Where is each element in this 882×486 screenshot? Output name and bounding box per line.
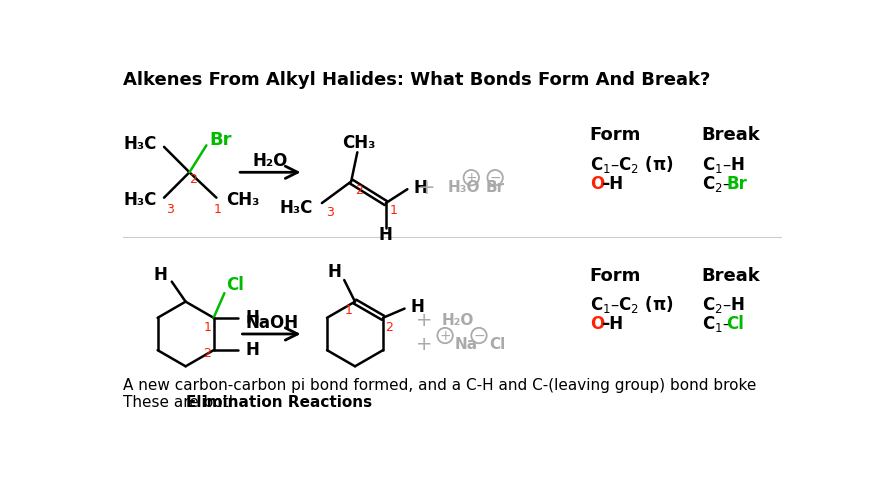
Text: Br: Br bbox=[486, 180, 505, 195]
Text: 3: 3 bbox=[325, 206, 333, 219]
Text: Cl: Cl bbox=[226, 277, 243, 295]
Text: C$_1$–C$_2$ (π): C$_1$–C$_2$ (π) bbox=[590, 294, 673, 315]
Text: C$_1$–: C$_1$– bbox=[701, 314, 731, 334]
Text: 1: 1 bbox=[345, 304, 353, 317]
Text: H: H bbox=[414, 179, 428, 197]
Text: 1: 1 bbox=[204, 321, 212, 333]
Text: NaOH: NaOH bbox=[245, 314, 298, 332]
Text: H₂O: H₂O bbox=[442, 312, 475, 328]
Text: H: H bbox=[411, 298, 424, 316]
Text: Alkenes From Alkyl Halides: What Bonds Form And Break?: Alkenes From Alkyl Halides: What Bonds F… bbox=[123, 70, 711, 88]
Text: +: + bbox=[466, 171, 477, 185]
Text: Cl: Cl bbox=[489, 337, 505, 352]
Text: Br: Br bbox=[209, 131, 232, 149]
Text: 2: 2 bbox=[355, 184, 363, 197]
Text: H: H bbox=[246, 341, 260, 359]
Text: A new carbon-carbon pi bond formed, and a C-H and C-(leaving group) bond broke: A new carbon-carbon pi bond formed, and … bbox=[123, 378, 757, 393]
Text: CH₃: CH₃ bbox=[342, 134, 376, 152]
Text: 2: 2 bbox=[385, 321, 393, 333]
Text: C$_1$–H: C$_1$–H bbox=[701, 155, 744, 174]
Text: −: − bbox=[490, 171, 501, 185]
Text: H₃C: H₃C bbox=[123, 135, 157, 153]
Text: +: + bbox=[416, 311, 432, 330]
Text: These are both: These are both bbox=[123, 395, 243, 410]
Text: H₃C: H₃C bbox=[123, 191, 157, 209]
Text: Form: Form bbox=[590, 126, 641, 144]
Text: Form: Form bbox=[590, 267, 641, 285]
Text: O: O bbox=[590, 175, 604, 193]
Text: −: − bbox=[473, 329, 485, 343]
Text: –H: –H bbox=[601, 315, 623, 333]
Text: C$_2$–: C$_2$– bbox=[701, 174, 731, 194]
Text: CH₃: CH₃ bbox=[227, 191, 260, 209]
Text: C$_1$–C$_2$ (π): C$_1$–C$_2$ (π) bbox=[590, 154, 673, 175]
Text: Break: Break bbox=[701, 267, 760, 285]
Text: –H: –H bbox=[601, 175, 623, 193]
Text: H: H bbox=[153, 266, 167, 284]
Text: 1: 1 bbox=[214, 203, 222, 216]
Text: Cl: Cl bbox=[726, 315, 744, 333]
Text: H: H bbox=[379, 226, 392, 244]
Text: 2: 2 bbox=[204, 347, 212, 360]
Text: +: + bbox=[439, 329, 451, 343]
Text: H₃O: H₃O bbox=[447, 180, 480, 195]
Text: +: + bbox=[418, 178, 436, 198]
Text: H: H bbox=[327, 263, 341, 281]
Text: Na: Na bbox=[455, 337, 478, 352]
Text: Break: Break bbox=[701, 126, 760, 144]
Text: 1: 1 bbox=[390, 204, 398, 217]
Text: H₃C: H₃C bbox=[280, 199, 312, 217]
Text: 3: 3 bbox=[167, 203, 174, 216]
Text: C$_2$–H: C$_2$–H bbox=[701, 295, 744, 315]
Text: 2: 2 bbox=[190, 174, 198, 187]
Text: O: O bbox=[590, 315, 604, 333]
Text: Br: Br bbox=[726, 175, 747, 193]
Text: +: + bbox=[416, 335, 432, 354]
Text: H₂O: H₂O bbox=[252, 152, 288, 170]
Text: Elimination Reactions: Elimination Reactions bbox=[186, 395, 372, 410]
Text: H: H bbox=[246, 309, 260, 327]
